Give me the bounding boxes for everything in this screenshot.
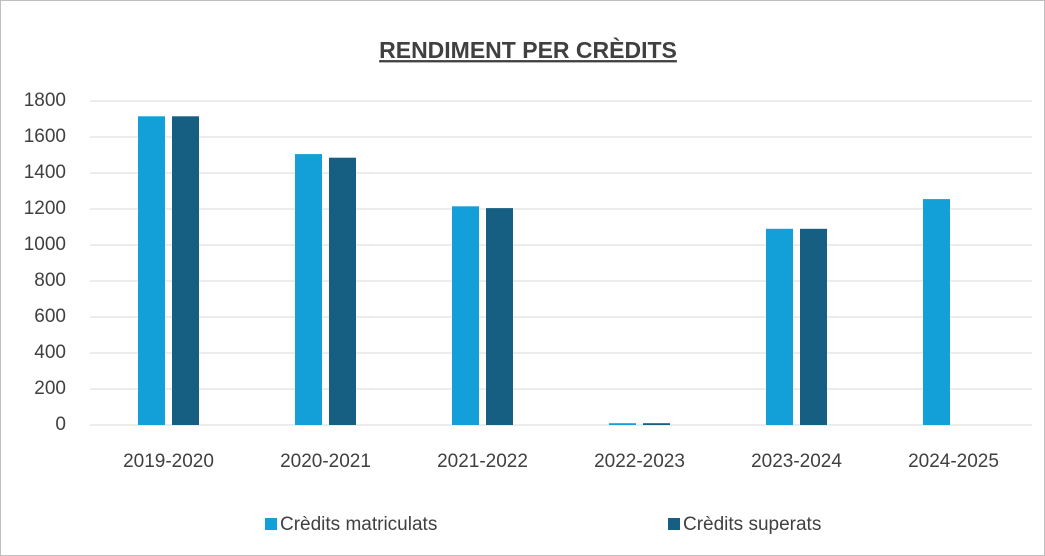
bar (643, 423, 670, 425)
bar (766, 228, 793, 425)
x-tick-label: 2019-2020 (123, 451, 214, 472)
bar (923, 199, 950, 425)
y-tick-label: 1200 (24, 198, 66, 219)
bar (295, 154, 322, 425)
legend-swatch (265, 518, 277, 530)
legend-swatch (668, 518, 680, 530)
y-tick-label: 1400 (24, 162, 66, 183)
legend-label: Crèdits matriculats (280, 514, 437, 535)
x-tick-label: 2023-2024 (751, 451, 842, 472)
x-tick-label: 2024-2025 (908, 451, 999, 472)
bar (486, 208, 513, 425)
y-tick-label: 400 (34, 342, 66, 363)
x-tick-label: 2020-2021 (280, 451, 371, 472)
y-tick-label: 1600 (24, 126, 66, 147)
bar (800, 228, 827, 425)
chart-title: RENDIMENT PER CRÈDITS (379, 36, 677, 63)
bar (172, 116, 199, 426)
bar (329, 157, 356, 425)
y-tick-label: 0 (55, 414, 66, 435)
y-tick-label: 1800 (24, 90, 66, 111)
y-tick-label: 200 (34, 378, 66, 399)
x-tick-label: 2022-2023 (594, 451, 685, 472)
legend-label: Crèdits superats (683, 514, 821, 535)
bar (452, 206, 479, 425)
x-tick-label: 2021-2022 (437, 451, 528, 472)
bar (138, 116, 165, 426)
bar (609, 423, 636, 425)
y-tick-label: 1000 (24, 234, 66, 255)
y-tick-label: 800 (34, 270, 66, 291)
y-tick-label: 600 (34, 306, 66, 327)
